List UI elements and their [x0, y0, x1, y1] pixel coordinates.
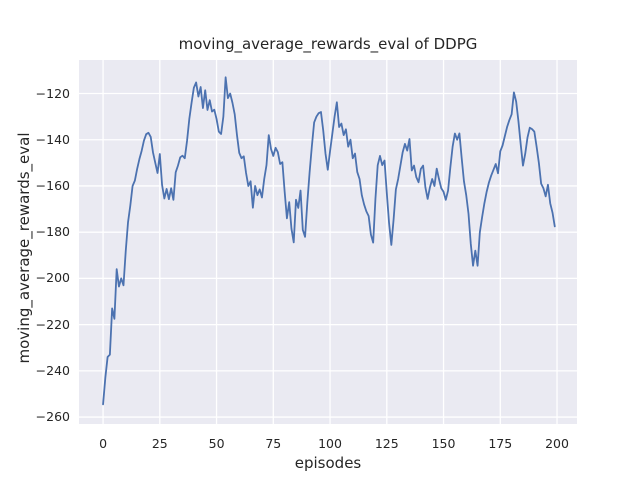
x-tick-label: 0: [99, 436, 108, 451]
x-tick-label: 75: [265, 436, 282, 451]
y-tick-label: −140: [35, 131, 70, 147]
y-tick-label: −220: [35, 316, 70, 332]
y-tick-label: −120: [35, 85, 70, 101]
chart-canvas: [79, 60, 577, 424]
x-axis-label: episodes: [294, 454, 362, 472]
data-line: [102, 76, 556, 406]
y-tick-label: −240: [35, 362, 70, 378]
x-tick-label: 125: [374, 436, 399, 451]
x-tick-label: 200: [545, 436, 569, 451]
x-tick-label: 25: [151, 436, 168, 451]
x-tick-label: 175: [488, 436, 513, 451]
plot-area: [79, 60, 577, 424]
y-tick-label: −200: [35, 270, 70, 286]
y-tick-label: −160: [35, 178, 70, 193]
y-tick-label: −180: [35, 224, 70, 240]
x-tick-label: 150: [431, 436, 456, 451]
x-tick-label: 100: [318, 436, 342, 451]
y-tick-label: −260: [35, 409, 70, 425]
chart-title: moving_average_rewards_eval of DDPG: [178, 35, 478, 53]
x-tick-label: 50: [208, 436, 225, 451]
gridlines: [79, 60, 577, 424]
